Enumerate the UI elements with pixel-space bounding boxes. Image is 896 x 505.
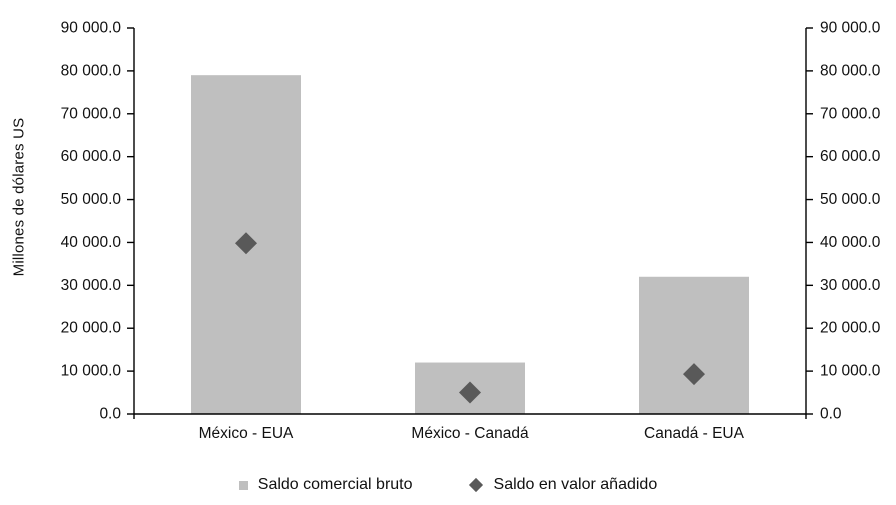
legend: Saldo comercial bruto Saldo en valor aña…: [0, 476, 896, 494]
y-tick-label-right: 40 000.0: [820, 234, 881, 251]
diamond-marker-1: [459, 381, 481, 404]
diamond-marker-0: [235, 232, 257, 255]
x-category-label-2: Canadá - EUA: [644, 425, 745, 442]
legend-label-value-added: Saldo en valor añadido: [493, 476, 658, 493]
bar-2: [639, 276, 749, 414]
y-tick-label-right: 20 000.0: [820, 320, 881, 337]
y-tick-label-right: 30 000.0: [820, 277, 881, 294]
plot-area: 0.0 0.0 10 000.0 10 000.0 20 000.0 20 000.0 30…: [61, 20, 881, 443]
diamond-marker-2: [683, 363, 705, 386]
y-tick-label-right: 80 000.0: [820, 62, 881, 79]
legend-label-gross-balance: Saldo comercial bruto: [257, 476, 413, 493]
y-tick-label-left: 20 000.0: [61, 320, 122, 337]
legend-item-value-added: Saldo en valor añadido: [468, 476, 658, 494]
y-tick-label-left: 0.0: [99, 406, 121, 423]
bar-series-swatch-icon: [238, 480, 248, 490]
y-tick-label-right: 10 000.0: [820, 363, 881, 380]
y-tick-label-right: 60 000.0: [820, 148, 881, 165]
x-category-label-1: México - Canadá: [411, 425, 529, 442]
y-tick-label-left: 30 000.0: [61, 277, 122, 294]
y-tick-label-right: 90 000.0: [820, 20, 881, 37]
y-tick-label-left: 90 000.0: [61, 20, 122, 37]
y-tick-label-left: 10 000.0: [61, 363, 122, 380]
x-category-label-0: México - EUA: [199, 425, 294, 442]
y-tick-label-left: 70 000.0: [61, 105, 122, 122]
y-tick-label-right: 70 000.0: [820, 105, 881, 122]
y-tick-label-left: 40 000.0: [61, 234, 122, 251]
y-tick-label-left: 80 000.0: [61, 62, 122, 79]
legend-item-gross-balance: Saldo comercial bruto: [238, 476, 413, 494]
y-tick-label-right: 0.0: [820, 406, 842, 423]
diamond-series-swatch-icon: [468, 477, 483, 493]
y-tick-label-left: 60 000.0: [61, 148, 122, 165]
y-tick-label-right: 50 000.0: [820, 191, 881, 208]
y-tick-label-left: 50 000.0: [61, 191, 122, 208]
